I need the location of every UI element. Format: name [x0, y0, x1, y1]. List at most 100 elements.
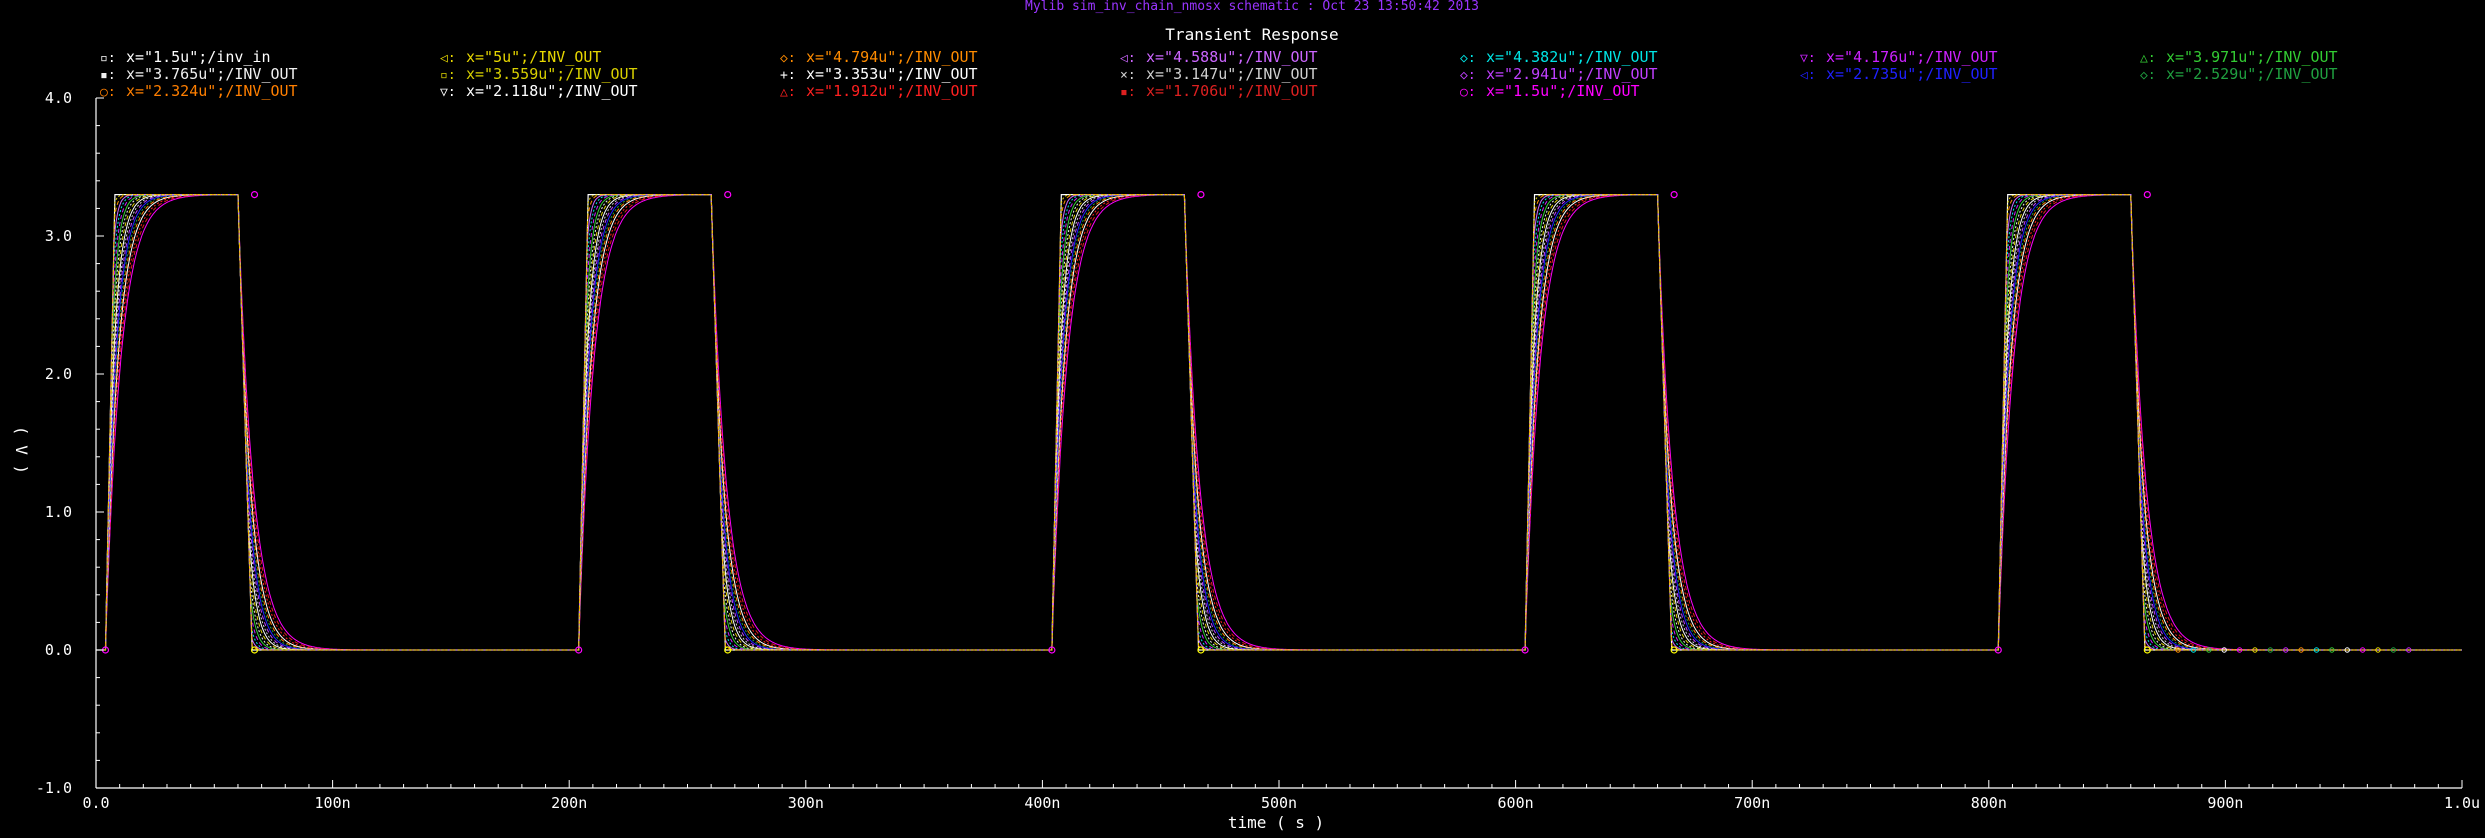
x-tick-label: 0.0	[82, 794, 109, 812]
legend-label: x="4.176u";/INV_OUT	[1826, 48, 1998, 66]
legend-entry: ◁: x="4.588u";/INV_OUT	[1120, 48, 1318, 66]
legend-entry: ◇: x="4.382u";/INV_OUT	[1460, 48, 1658, 66]
legend-label: x="2.324u";/INV_OUT	[126, 82, 298, 100]
legend-entry: ▫: x="1.5u";/inv_in	[100, 48, 271, 66]
legend-label: x="3.765u";/INV_OUT	[126, 65, 298, 83]
traces	[96, 191, 2462, 654]
data-marker	[2206, 647, 2212, 653]
data-marker	[1048, 646, 1056, 654]
legend-marker: ▪:	[100, 68, 116, 83]
legend-label: x="1.706u";/INV_OUT	[1146, 82, 1318, 100]
legend-label: x="1.912u";/INV_OUT	[806, 82, 978, 100]
x-tick-label: 200n	[551, 794, 587, 812]
legend-entry: ▽: x="4.176u";/INV_OUT	[1800, 48, 1998, 66]
x-tick-label: 900n	[2207, 794, 2243, 812]
data-marker	[250, 646, 259, 654]
legend-label: x="3.147u";/INV_OUT	[1146, 65, 1318, 83]
data-marker	[2236, 647, 2243, 653]
y-tick-label: 4.0	[45, 89, 72, 107]
data-marker	[2175, 647, 2181, 653]
legend-entry: ▫: x="3.559u";/INV_OUT	[440, 65, 638, 83]
legend-label: x="2.118u";/INV_OUT	[466, 82, 638, 100]
legend-marker: △:	[2140, 51, 2156, 66]
x-tick-label: 700n	[1734, 794, 1770, 812]
trace-markers	[101, 191, 2412, 654]
legend-label: x="3.353u";/INV_OUT	[806, 65, 978, 83]
data-marker	[1521, 646, 1529, 654]
legend-entry: ◇: x="2.529u";/INV_OUT	[2140, 65, 2338, 83]
data-marker	[1994, 646, 2002, 654]
data-marker	[724, 646, 732, 654]
x-tick-label: 300n	[788, 794, 824, 812]
legend-entry: △: x="1.912u";/INV_OUT	[780, 82, 978, 100]
y-tick-label: 3.0	[45, 227, 72, 245]
trace-inv-out	[96, 194, 2462, 651]
y-tick-label: 0.0	[45, 641, 72, 659]
legend-marker: ◁:	[440, 51, 456, 66]
data-marker	[2329, 647, 2335, 653]
legend-marker: ▽:	[1800, 51, 1816, 66]
data-marker	[2390, 647, 2397, 653]
legend-label: x="4.382u";/INV_OUT	[1486, 48, 1658, 66]
x-tick-label: 100n	[315, 794, 351, 812]
legend-marker: ◇:	[780, 51, 796, 66]
window-title: Mylib sim_inv_chain_nmosx schematic : Oc…	[1025, 0, 1479, 14]
data-marker	[575, 646, 583, 654]
data-marker	[2375, 647, 2381, 653]
legend-marker: ◇:	[2140, 68, 2156, 83]
legend-marker: ○:	[100, 85, 116, 100]
legend-entry: ○: x="2.324u";/INV_OUT	[100, 82, 298, 100]
legend-marker: ▫:	[440, 68, 456, 83]
legend-marker: ◇:	[1460, 51, 1476, 66]
x-tick-label: 400n	[1024, 794, 1060, 812]
data-marker	[2313, 647, 2320, 653]
legend-marker: ◁:	[1800, 68, 1816, 83]
data-marker	[1670, 646, 1678, 654]
x-axis-label: time ( s )	[1228, 813, 1324, 832]
data-marker	[2143, 646, 2151, 654]
x-tick-label: 600n	[1498, 794, 1534, 812]
x-tick-label: 1.0u	[2444, 794, 2480, 812]
legend-entry: ◁: x="5u";/INV_OUT	[440, 48, 601, 66]
data-marker	[250, 191, 259, 199]
chart-title: Transient Response	[1165, 25, 1338, 44]
x-tick-label: 500n	[1261, 794, 1297, 812]
legend-label: x="3.559u";/INV_OUT	[466, 65, 638, 83]
axes: 0.0 100n 200n 300n 400n 500n 600n 700n 800n 900n 1…	[36, 89, 2480, 812]
data-marker	[2267, 647, 2274, 653]
legend-marker: ○:	[1460, 85, 1476, 100]
legend-entry: ▪: x="3.765u";/INV_OUT	[100, 65, 298, 83]
y-tick-label: 1.0	[45, 503, 72, 521]
y-axis-label: ( V )	[12, 426, 31, 474]
data-marker	[2190, 647, 2197, 653]
trace-inv-out	[96, 194, 2462, 651]
legend: ▫: x="1.5u";/inv_in ◁: x="5u";/INV_OUT ◇: x="…	[100, 48, 2338, 100]
y-tick-label: 2.0	[45, 365, 72, 383]
legend-label: x="2.941u";/INV_OUT	[1486, 65, 1658, 83]
legend-marker: ◇:	[1460, 68, 1476, 83]
legend-entry: ▪: x="1.706u";/INV_OUT	[1120, 82, 1318, 100]
data-marker	[2359, 647, 2366, 653]
data-marker	[2143, 191, 2151, 199]
legend-label: x="2.735u";/INV_OUT	[1826, 65, 1998, 83]
data-marker	[2344, 647, 2350, 653]
data-marker	[2283, 647, 2289, 653]
legend-marker: ▪:	[1120, 85, 1136, 100]
x-tick-label: 800n	[1971, 794, 2007, 812]
legend-marker: ▽:	[440, 85, 456, 100]
legend-entry: ◇: x="2.941u";/INV_OUT	[1460, 65, 1658, 83]
legend-entry: ×: x="3.147u";/INV_OUT	[1120, 65, 1318, 83]
data-marker	[1197, 646, 1205, 654]
legend-label: x="3.971u";/INV_OUT	[2166, 48, 2338, 66]
legend-entry: ◁: x="2.735u";/INV_OUT	[1800, 65, 1998, 83]
legend-marker: ×:	[1120, 68, 1136, 83]
legend-label: x="2.529u";/INV_OUT	[2166, 65, 2338, 83]
data-marker	[2252, 647, 2258, 653]
y-tick-label: -1.0	[36, 779, 72, 797]
legend-entry: +: x="3.353u";/INV_OUT	[780, 65, 978, 83]
legend-label: x="5u";/INV_OUT	[466, 48, 601, 66]
data-marker	[1197, 191, 1205, 199]
legend-entry: △: x="3.971u";/INV_OUT	[2140, 48, 2338, 66]
legend-label: x="1.5u";/INV_OUT	[1486, 82, 1640, 100]
